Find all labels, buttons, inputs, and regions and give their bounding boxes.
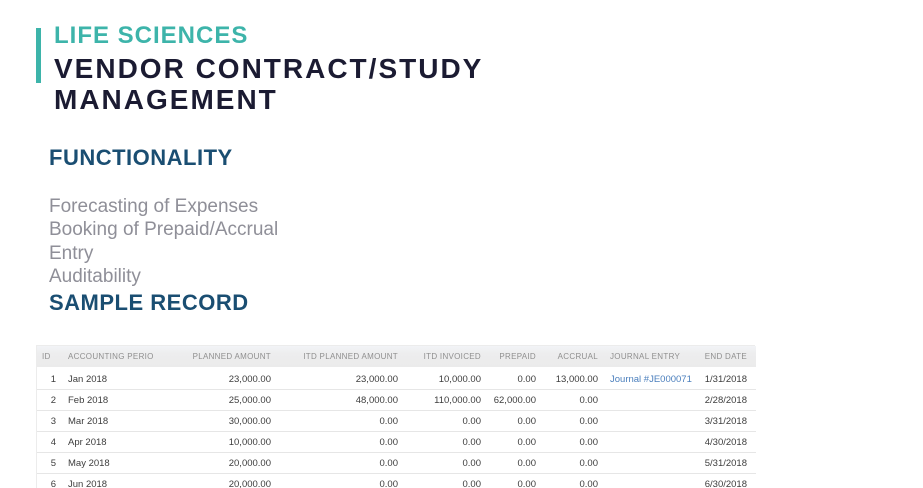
column-header-id: ID	[37, 346, 59, 369]
cell-id: 2	[37, 389, 59, 411]
cell-id: 1	[37, 368, 59, 390]
cell-end-date: 1/31/2018	[687, 368, 756, 390]
cell-itd-invoiced: 0.00	[402, 473, 485, 488]
column-header-planned-amount: PLANNED AMOUNT	[153, 346, 275, 369]
cell-end-date: 6/30/2018	[687, 473, 756, 488]
table-header-row: ID ACCOUNTING PERIOD PLANNED AMOUNT ITD PLA…	[37, 346, 756, 369]
journal-entry-link[interactable]: Journal #JE000071	[610, 373, 692, 385]
cell-itd-invoiced: 0.00	[402, 452, 485, 474]
cell-planned: 30,000.00	[153, 410, 275, 432]
table-row: 6 Jun 2018 20,000.00 0.00 0.00 0.00 0.00 6/30/2…	[37, 473, 756, 488]
cell-journal	[602, 389, 687, 411]
table-row: 2 Feb 2018 25,000.00 48,000.00 110,000.00 62,…	[37, 389, 756, 411]
cell-period: Jan 2018	[59, 368, 153, 390]
cell-itd-planned: 48,000.00	[275, 389, 402, 411]
cell-prepaid: 0.00	[485, 452, 540, 474]
cell-prepaid: 0.00	[485, 410, 540, 432]
functionality-item: Booking of Prepaid/Accrual Entry	[49, 219, 279, 264]
cell-prepaid: 62,000.00	[485, 389, 540, 411]
table-row: 4 Apr 2018 10,000.00 0.00 0.00 0.00 0.00 4/30/2…	[37, 431, 756, 453]
column-header-prepaid: PREPAID	[485, 346, 540, 369]
cell-id: 3	[37, 410, 59, 432]
functionality-list: Forecasting of Expenses Booking of Prepai…	[49, 195, 299, 289]
cell-accrual: 13,000.00	[540, 368, 602, 390]
cell-itd-invoiced: 10,000.00	[402, 368, 485, 390]
cell-journal	[602, 431, 687, 453]
slide-title-line-1: VENDOR CONTRACT/STUDY	[54, 53, 484, 84]
table-row: 5 May 2018 20,000.00 0.00 0.00 0.00 0.00 5/31/2…	[37, 452, 756, 474]
functionality-item: Auditability	[49, 266, 141, 288]
cell-prepaid: 0.00	[485, 431, 540, 453]
column-header-accrual: ACCRUAL	[540, 346, 602, 369]
cell-end-date: 2/28/2018	[687, 389, 756, 411]
table-row: 1 Jan 2018 23,000.00 23,000.00 10,000.00 0.00…	[37, 368, 756, 390]
cell-itd-planned: 23,000.00	[275, 368, 402, 390]
sample-record-heading: SAMPLE RECORD	[49, 290, 249, 315]
cell-accrual: 0.00	[540, 410, 602, 432]
column-header-journal-entry: JOURNAL ENTRY	[602, 346, 687, 369]
cell-planned: 10,000.00	[153, 431, 275, 453]
cell-prepaid: 0.00	[485, 368, 540, 390]
sample-record-table-container: ID ACCOUNTING PERIOD PLANNED AMOUNT ITD PLA…	[36, 345, 756, 488]
cell-itd-planned: 0.00	[275, 410, 402, 432]
cell-journal	[602, 452, 687, 474]
cell-journal	[602, 410, 687, 432]
cell-planned: 23,000.00	[153, 368, 275, 390]
cell-planned: 20,000.00	[153, 452, 275, 474]
slide-title: VENDOR CONTRACT/STUDY MANAGEMENT	[54, 53, 483, 115]
cell-id: 5	[37, 452, 59, 474]
cell-period: Jun 2018	[59, 473, 153, 488]
cell-accrual: 0.00	[540, 431, 602, 453]
cell-itd-invoiced: 110,000.00	[402, 389, 485, 411]
slide-title-line-2: MANAGEMENT	[54, 84, 278, 115]
cell-planned: 20,000.00	[153, 473, 275, 488]
cell-itd-planned: 0.00	[275, 431, 402, 453]
cell-period: Mar 2018	[59, 410, 153, 432]
cell-period: Feb 2018	[59, 389, 153, 411]
cell-planned: 25,000.00	[153, 389, 275, 411]
cell-end-date: 5/31/2018	[687, 452, 756, 474]
cell-itd-invoiced: 0.00	[402, 410, 485, 432]
cell-journal: Journal #JE000071	[602, 368, 692, 390]
table-body: 1 Jan 2018 23,000.00 23,000.00 10,000.00 0.00…	[37, 368, 756, 488]
cell-prepaid: 0.00	[485, 473, 540, 488]
cell-accrual: 0.00	[540, 389, 602, 411]
cell-accrual: 0.00	[540, 452, 602, 474]
functionality-item: Forecasting of Expenses	[49, 196, 259, 217]
cell-journal	[602, 473, 687, 488]
sample-record-table: ID ACCOUNTING PERIOD PLANNED AMOUNT ITD PLA…	[37, 346, 756, 488]
accent-bar	[36, 28, 41, 83]
column-header-accounting-period: ACCOUNTING PERIOD	[59, 346, 153, 369]
column-header-itd-planned-amount: ITD PLANNED AMOUNT	[275, 346, 402, 369]
cell-accrual: 0.00	[540, 473, 602, 488]
cell-period: May 2018	[59, 452, 153, 474]
table-head: ID ACCOUNTING PERIOD PLANNED AMOUNT ITD PLA…	[37, 346, 756, 369]
category-label: LIFE SCIENCES	[54, 22, 249, 49]
cell-itd-planned: 0.00	[275, 473, 402, 488]
table-row: 3 Mar 2018 30,000.00 0.00 0.00 0.00 0.00 3/31/2…	[37, 410, 756, 432]
column-header-end-date: END DATE	[687, 346, 756, 369]
cell-period: Apr 2018	[59, 431, 153, 453]
functionality-heading: FUNCTIONALITY	[49, 145, 233, 170]
cell-itd-planned: 0.00	[275, 452, 402, 474]
cell-itd-invoiced: 0.00	[402, 431, 485, 453]
cell-id: 4	[37, 431, 59, 453]
cell-end-date: 4/30/2018	[687, 431, 756, 453]
cell-end-date: 3/31/2018	[687, 410, 756, 432]
cell-id: 6	[37, 473, 59, 488]
column-header-itd-invoiced: ITD INVOICED	[402, 346, 485, 369]
